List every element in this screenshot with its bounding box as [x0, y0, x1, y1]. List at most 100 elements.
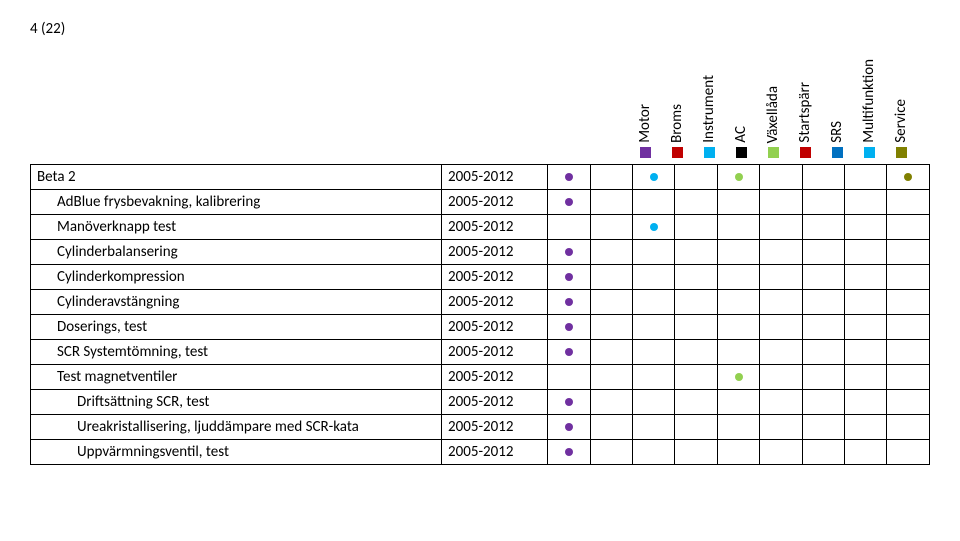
- dot-cell: [590, 315, 632, 340]
- dot-cell: [590, 265, 632, 290]
- row-years: 2005-2012: [442, 315, 548, 340]
- dot-cell: [675, 365, 717, 390]
- row-years: 2005-2012: [442, 240, 548, 265]
- dot-cell: [675, 240, 717, 265]
- legend-swatch: [800, 147, 811, 158]
- dot-cell: [887, 315, 930, 340]
- dot-cell: [548, 165, 590, 190]
- dot-cell: [717, 215, 759, 240]
- dot-cell: [675, 165, 717, 190]
- dot-cell: [845, 265, 887, 290]
- dot-cell: [632, 365, 674, 390]
- dot-cell: [760, 190, 802, 215]
- dot-cell: [590, 440, 632, 465]
- dot-cell: [887, 290, 930, 315]
- dot-cell: [717, 165, 759, 190]
- motor-dot: [565, 423, 573, 431]
- row-name: Manöverknapp test: [31, 215, 442, 240]
- table-row: Cylinderkompression2005-2012: [31, 265, 930, 290]
- dot-cell: [887, 190, 930, 215]
- instrument-dot: [650, 173, 658, 181]
- dot-cell: [887, 440, 930, 465]
- dot-cell: [760, 265, 802, 290]
- page-indicator: 4 (22): [30, 20, 930, 38]
- dot-cell: [548, 365, 590, 390]
- legend-swatch: [864, 147, 875, 158]
- row-years: 2005-2012: [442, 340, 548, 365]
- dot-cell: [717, 265, 759, 290]
- dot-cell: [887, 265, 930, 290]
- legend-swatch: [768, 147, 779, 158]
- dot-cell: [717, 390, 759, 415]
- dot-cell: [717, 290, 759, 315]
- legend-item-startsparr: Startspärr: [796, 82, 814, 158]
- legend-label: AC: [732, 126, 750, 143]
- dot-cell: [632, 265, 674, 290]
- row-name: Beta 2: [31, 165, 442, 190]
- dot-cell: [632, 315, 674, 340]
- legend-swatch: [704, 147, 715, 158]
- legend-swatch: [672, 147, 683, 158]
- dot-cell: [845, 165, 887, 190]
- legend-item-broms: Broms: [668, 104, 686, 158]
- dot-cell: [887, 365, 930, 390]
- dot-cell: [548, 190, 590, 215]
- row-years: 2005-2012: [442, 165, 548, 190]
- legend-swatch: [736, 147, 747, 158]
- table-row: Doserings, test2005-2012: [31, 315, 930, 340]
- row-name: Cylinderavstängning: [31, 290, 442, 315]
- dot-cell: [717, 240, 759, 265]
- dot-cell: [887, 240, 930, 265]
- dot-cell: [845, 365, 887, 390]
- row-years: 2005-2012: [442, 365, 548, 390]
- dot-cell: [760, 340, 802, 365]
- motor-dot: [565, 298, 573, 306]
- dot-cell: [717, 440, 759, 465]
- dot-cell: [632, 340, 674, 365]
- motor-dot: [565, 398, 573, 406]
- vaxellada-dot: [735, 173, 743, 181]
- legend-label: Broms: [668, 104, 686, 143]
- legend-swatch: [640, 147, 651, 158]
- dot-cell: [675, 190, 717, 215]
- row-years: 2005-2012: [442, 390, 548, 415]
- table-row: Manöverknapp test2005-2012: [31, 215, 930, 240]
- row-name: Doserings, test: [31, 315, 442, 340]
- dot-cell: [675, 440, 717, 465]
- dot-cell: [802, 240, 844, 265]
- dot-cell: [802, 290, 844, 315]
- instrument-dot: [650, 223, 658, 231]
- motor-dot: [565, 173, 573, 181]
- dot-cell: [845, 290, 887, 315]
- row-years: 2005-2012: [442, 215, 548, 240]
- dot-cell: [632, 240, 674, 265]
- dot-cell: [802, 390, 844, 415]
- row-name: Cylinderkompression: [31, 265, 442, 290]
- legend-label: Multifunktion: [860, 59, 878, 143]
- dot-cell: [548, 340, 590, 365]
- legend-swatch: [896, 147, 907, 158]
- dot-cell: [845, 315, 887, 340]
- dot-cell: [717, 190, 759, 215]
- row-name: Uppvärmningsventil, test: [31, 440, 442, 465]
- dot-cell: [760, 315, 802, 340]
- table-row: SCR Systemtömning, test2005-2012: [31, 340, 930, 365]
- legend-item-service: Service: [892, 99, 910, 158]
- legend-item-vaxellada: Växellåda: [764, 86, 782, 158]
- dot-cell: [548, 290, 590, 315]
- legend-label: Instrument: [700, 75, 718, 143]
- dot-cell: [845, 440, 887, 465]
- row-name: AdBlue frysbevakning, kalibrering: [31, 190, 442, 215]
- dot-cell: [887, 215, 930, 240]
- motor-dot: [565, 323, 573, 331]
- motor-dot: [565, 348, 573, 356]
- row-years: 2005-2012: [442, 265, 548, 290]
- table-row: Cylinderavstängning2005-2012: [31, 290, 930, 315]
- dot-cell: [845, 190, 887, 215]
- table-row: Test magnetventiler2005-2012: [31, 365, 930, 390]
- dot-cell: [760, 215, 802, 240]
- dot-cell: [590, 365, 632, 390]
- dot-cell: [845, 340, 887, 365]
- dot-cell: [675, 415, 717, 440]
- service-dot: [904, 173, 912, 181]
